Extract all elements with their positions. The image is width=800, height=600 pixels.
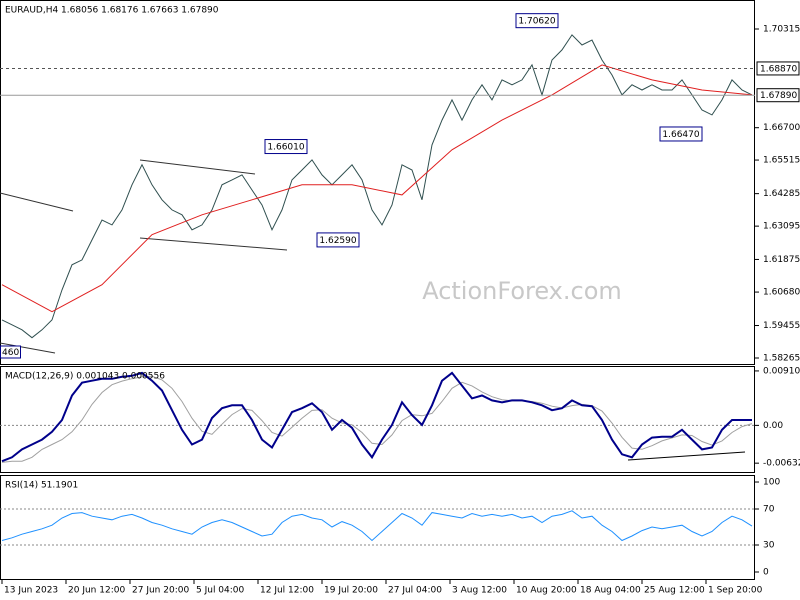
trend-line bbox=[0, 192, 74, 212]
y-tick-label: 1.63095 bbox=[763, 222, 800, 232]
y-tick-label: 100 bbox=[763, 478, 780, 488]
price-panel bbox=[0, 0, 755, 365]
x-tick-label: 1 Sep 20:00 bbox=[708, 586, 763, 596]
annotation-label: 1.66010 bbox=[267, 143, 304, 153]
y-tick-label: 70 bbox=[763, 505, 775, 515]
annotation-label: 1.66470 bbox=[662, 130, 699, 140]
y-tick-label: -0.006322 bbox=[763, 459, 800, 469]
x-tick-label: 27 Jul 04:00 bbox=[388, 586, 442, 596]
series-line bbox=[1, 64, 753, 313]
y-tick-label: 0.00 bbox=[763, 421, 783, 431]
x-tick-label: 19 Jul 20:00 bbox=[324, 586, 378, 596]
annotation-label: 1.70620 bbox=[518, 17, 555, 27]
panel-title: MACD(12,26,9) 0.001043 0.000556 bbox=[5, 372, 165, 382]
x-tick-label: 10 Aug 20:00 bbox=[516, 586, 577, 596]
price-label-box bbox=[756, 88, 800, 103]
trend-line bbox=[627, 451, 746, 461]
trend-line bbox=[139, 159, 256, 175]
y-tick-label: 1.64285 bbox=[763, 189, 800, 199]
x-tick-label: 27 Jun 20:00 bbox=[132, 586, 189, 596]
x-tick-label: 18 Aug 04:00 bbox=[580, 586, 641, 596]
annotation-box bbox=[264, 139, 308, 155]
price-label: 1.67890 bbox=[760, 91, 797, 101]
price-label: 1.68870 bbox=[760, 64, 797, 74]
trend-line bbox=[0, 342, 56, 354]
y-tick-label: 30 bbox=[763, 541, 775, 551]
y-tick-label: 1.66700 bbox=[763, 123, 800, 133]
trend-line bbox=[139, 237, 288, 251]
annotation-box bbox=[316, 232, 360, 248]
x-tick-label: 12 Jul 12:00 bbox=[260, 586, 314, 596]
x-tick-label: 13 Jun 2023 bbox=[4, 586, 58, 596]
x-tick-label: 25 Aug 12:00 bbox=[644, 586, 705, 596]
y-tick-label: 1.60680 bbox=[763, 288, 800, 298]
x-tick-label: 20 Jun 12:00 bbox=[68, 586, 125, 596]
series-line bbox=[1, 375, 753, 463]
cut-label-box bbox=[0, 345, 21, 359]
annotation-box bbox=[515, 13, 559, 29]
cut-label: 460 bbox=[2, 348, 19, 358]
y-tick-label: 0 bbox=[763, 567, 769, 577]
y-tick-label: 0.009106 bbox=[763, 366, 800, 376]
macd-panel bbox=[0, 366, 755, 473]
rsi-panel bbox=[0, 475, 755, 580]
x-tick-label: 3 Aug 12:00 bbox=[452, 586, 507, 596]
y-tick-label: 1.61875 bbox=[763, 255, 800, 265]
x-tick-label: 5 Jul 04:00 bbox=[196, 586, 245, 596]
annotation-label: 1.62590 bbox=[319, 236, 356, 246]
y-tick-label: 1.58265 bbox=[763, 354, 800, 364]
series-line bbox=[1, 371, 752, 463]
annotation-box bbox=[659, 126, 703, 142]
panel-title: RSI(14) 51.1901 bbox=[5, 481, 78, 491]
series-line bbox=[1, 34, 753, 339]
price-label-box bbox=[756, 61, 800, 76]
y-tick-label: 1.59455 bbox=[763, 321, 800, 331]
y-tick-label: 1.70315 bbox=[763, 24, 800, 34]
panel-title: EURAUD,H4 1.68056 1.68176 1.67663 1.6789… bbox=[5, 6, 219, 16]
watermark: ActionForex.com bbox=[422, 277, 622, 305]
y-tick-label: 1.65515 bbox=[763, 156, 800, 166]
series-line bbox=[1, 510, 753, 542]
